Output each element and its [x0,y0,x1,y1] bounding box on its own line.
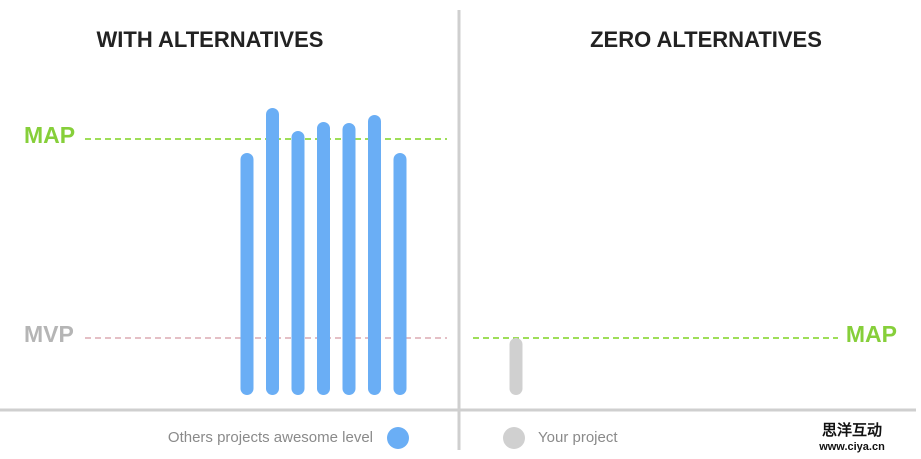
panel-title: WITH ALTERNATIVES [97,27,324,52]
bar [240,153,254,395]
bar [317,122,330,395]
bar [291,131,305,395]
reference-label: MAP [24,122,75,148]
bar [266,108,279,395]
bar [342,123,356,395]
panel-title: ZERO ALTERNATIVES [590,27,822,52]
reference-label: MVP [24,321,74,347]
watermark-url: www.ciya.cn [818,441,885,453]
bar [393,153,407,395]
bar [368,115,381,395]
reference-label: MAP [846,321,897,347]
legend-marker [387,427,409,449]
legend-label: Others projects awesome level [168,429,373,446]
bar [509,338,523,395]
legend-label: Your project [538,429,618,446]
watermark-name: 思洋互动 [822,421,882,439]
legend-marker [503,427,525,449]
